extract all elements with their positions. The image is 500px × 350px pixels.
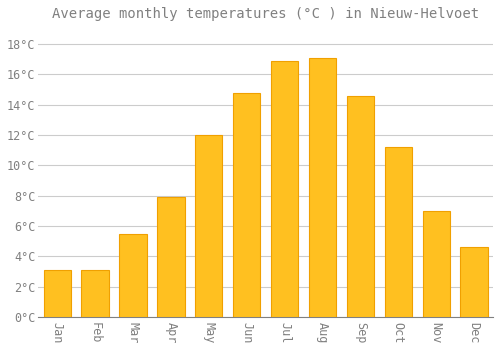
Bar xyxy=(422,211,450,317)
Bar xyxy=(120,233,146,317)
Bar xyxy=(309,58,336,317)
Bar xyxy=(44,270,71,317)
Title: Average monthly temperatures (°C ) in Nieuw-Helvoet: Average monthly temperatures (°C ) in Ni… xyxy=(52,7,479,21)
Bar xyxy=(157,197,184,317)
Bar xyxy=(233,93,260,317)
Bar xyxy=(460,247,487,317)
Bar xyxy=(347,96,374,317)
Bar xyxy=(271,61,298,317)
Bar xyxy=(195,135,222,317)
Bar xyxy=(82,270,108,317)
Bar xyxy=(384,147,412,317)
